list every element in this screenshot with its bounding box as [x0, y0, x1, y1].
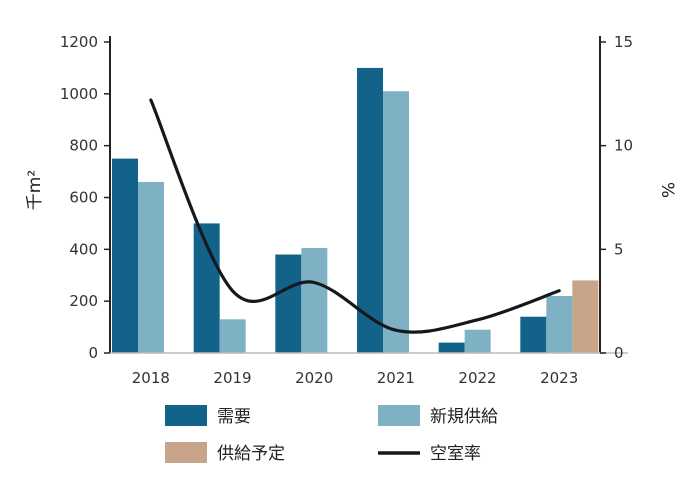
x-tick-label: 2023 [540, 369, 578, 387]
y-right-tick-label: 5 [614, 240, 624, 258]
y-right-axis-title: % [657, 182, 677, 198]
legend-label-供給予定: 供給予定 [217, 444, 285, 464]
x-tick-label: 2018 [132, 369, 170, 387]
y-left-tick-label: 600 [69, 189, 98, 207]
bar-需要-2022 [438, 342, 465, 353]
legend-label-需要: 需要 [217, 407, 251, 427]
y-right-tick-label: 10 [614, 137, 633, 155]
axes-layer: 2018 2019 2020 2021 2022 20230200400600800100… [25, 33, 677, 387]
bar-新規供給-2021 [383, 91, 409, 353]
x-tick-label: 2021 [377, 369, 415, 387]
bar-需要-2020 [275, 254, 302, 353]
bar-新規供給-2019 [219, 319, 246, 353]
y-right-tick-label: 15 [614, 33, 633, 51]
y-left-tick-label: 1000 [60, 85, 98, 103]
x-tick-label: 2022 [458, 369, 496, 387]
bar-需要-2021 [357, 67, 383, 354]
y-left-tick-label: 1200 [60, 33, 98, 51]
bar-新規供給-2018 [138, 181, 164, 353]
x-tick-label: 2020 [295, 369, 333, 387]
y-left-axis-title: 千m² [25, 170, 45, 210]
y-left-tick-label: 800 [69, 137, 98, 155]
legend-swatch-供給予定 [165, 442, 207, 463]
y-right-tick-label: 0 [614, 344, 624, 362]
bar-需要-2018 [112, 158, 138, 353]
x-tick-label: 2019 [213, 369, 251, 387]
legend-swatch-新規供給 [378, 405, 420, 426]
bar-供給予定-2023 [572, 280, 599, 353]
legend-label-新規供給: 新規供給 [430, 407, 498, 427]
bar-需要-2023 [520, 316, 547, 353]
y-left-tick-label: 200 [69, 292, 98, 310]
line-layer [149, 98, 561, 334]
legend-label-空室率: 空室率 [430, 444, 481, 464]
bar-新規供給-2023 [546, 295, 573, 353]
bar-新規供給-2020 [301, 248, 328, 353]
legend-swatch-需要 [165, 405, 207, 426]
line-series-空室率 [149, 98, 561, 334]
bars-layer [112, 67, 599, 354]
y-left-tick-label: 0 [88, 344, 98, 362]
y-left-tick-label: 400 [69, 240, 98, 258]
bar-新規供給-2022 [464, 329, 491, 353]
